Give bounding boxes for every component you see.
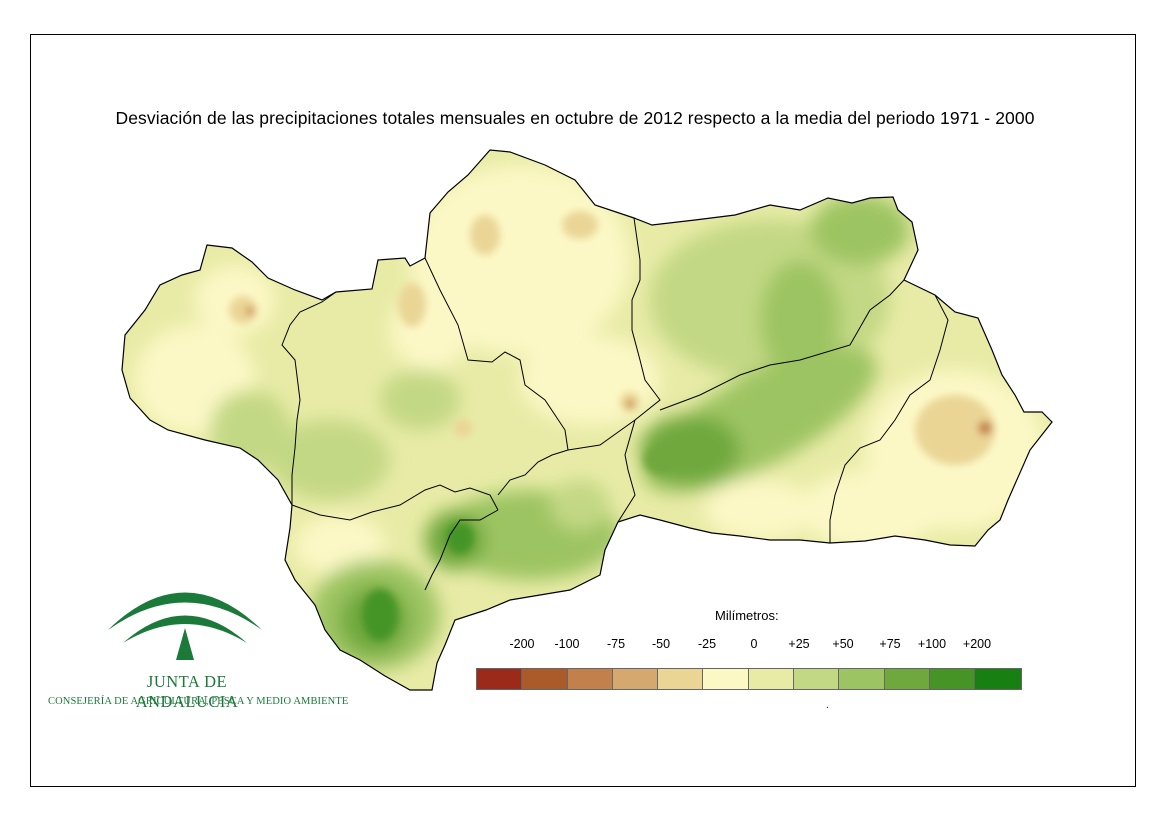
legend-swatch — [839, 669, 885, 689]
legend-label: +100 — [917, 637, 947, 651]
legend-label: -100 — [554, 637, 580, 651]
legend-label: -200 — [509, 637, 535, 651]
legend-swatch — [929, 669, 976, 689]
legend-label: +75 — [879, 637, 901, 651]
legend-swatch — [884, 669, 930, 689]
legend-label: -75 — [606, 637, 626, 651]
legend-label: +50 — [832, 637, 854, 651]
legend-label: +200 — [962, 637, 992, 651]
legend-swatch — [477, 669, 523, 689]
legend-title: Milímetros: — [715, 608, 779, 623]
legend-swatch — [658, 669, 704, 689]
legend-swatch — [794, 669, 840, 689]
legend-label: 0 — [750, 637, 758, 651]
legend-swatch — [975, 669, 1021, 689]
legend-swatch — [748, 669, 795, 689]
junta-logo-icon — [108, 592, 262, 660]
legend-label: +25 — [788, 637, 810, 651]
org-department: CONSEJERÍA DE AGRICULTURA, PESCA Y MEDIO… — [48, 696, 349, 707]
legend-footnote: . — [826, 700, 829, 711]
org-name: JUNTA DE ANDALUCIA — [135, 672, 239, 711]
legend-label: -25 — [697, 637, 717, 651]
legend-label: -50 — [651, 637, 671, 651]
legend-color-bar — [476, 668, 1022, 690]
legend-labels: -200 -100 -75 -50 -25 0 +25 +50 +75 +100… — [0, 637, 1170, 653]
map-frame — [30, 34, 1136, 787]
map-title: Desviación de las precipitaciones totale… — [115, 108, 1035, 128]
legend-swatch — [522, 669, 568, 689]
legend-swatch — [567, 669, 613, 689]
province-borders — [281, 217, 949, 591]
legend-swatch — [612, 669, 659, 689]
legend-swatch — [703, 669, 749, 689]
